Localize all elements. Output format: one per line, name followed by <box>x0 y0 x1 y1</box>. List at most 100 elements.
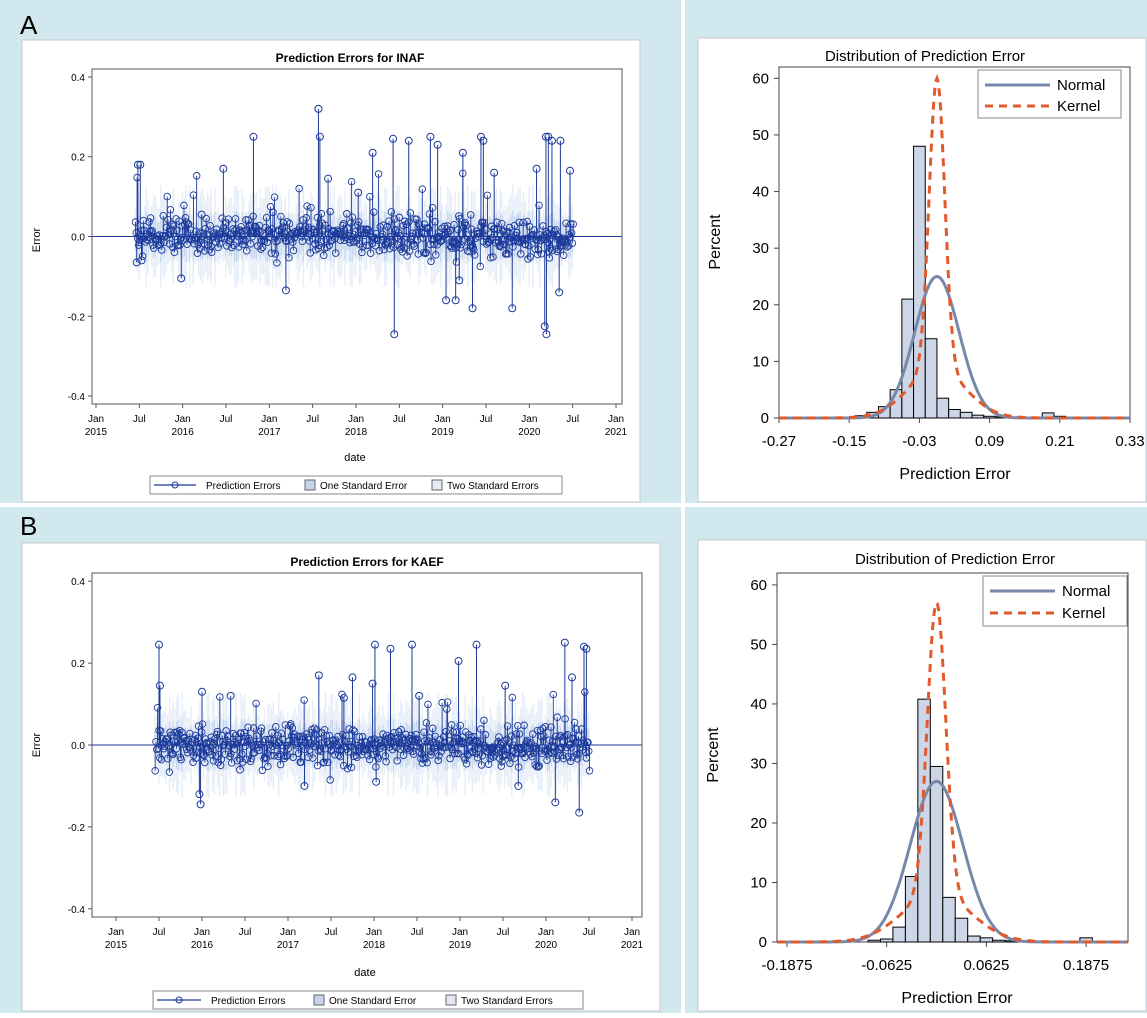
hist1-bar <box>983 415 996 419</box>
ts2-error-point <box>392 743 401 752</box>
hist3-ytick-label: 30 <box>750 755 767 772</box>
ts2-error-point <box>281 721 290 729</box>
ts2-error-point <box>293 739 301 748</box>
ts2-error-point <box>585 747 593 755</box>
ts2-error-point <box>437 747 446 756</box>
hist1-bar <box>948 409 961 419</box>
chart-inaf-legend: Prediction Errors One Standard Error Two… <box>149 475 563 495</box>
ts2-error-point <box>242 755 251 764</box>
ts0-error-point <box>387 208 396 216</box>
ts0-ytick-label: 0.2 <box>71 153 85 164</box>
ts2-error-point <box>427 751 435 759</box>
ts2-error-point-large <box>339 693 348 702</box>
ts2-error-point <box>303 734 312 742</box>
ts2-ytick-label: -0.2 <box>68 823 86 834</box>
legend-one-se-label: One Standard Error <box>320 481 408 492</box>
ts2-error-point <box>399 751 408 760</box>
ts0-error-point-large <box>137 256 146 265</box>
ts0-error-point <box>559 251 568 259</box>
ts0-error-point-large <box>389 134 398 143</box>
hist3-bars <box>867 698 1093 943</box>
ts2-error-point <box>222 727 230 735</box>
legend-kaef-prediction-errors-marker <box>175 996 183 1004</box>
ts2-error-point <box>289 753 297 762</box>
ts0-error-point <box>283 218 291 226</box>
ts0-error-point-large <box>532 164 541 173</box>
ts2-error-point <box>450 738 458 747</box>
ts0-xtick-label: Jul <box>133 414 146 425</box>
ts0-error-point <box>379 221 388 229</box>
chart-inaf-legend-box <box>149 475 563 495</box>
hist3-bar <box>892 926 906 943</box>
ts2-error-point <box>167 749 176 757</box>
hist1-ytick-label: 50 <box>752 127 769 144</box>
ts2-xtick-label: Jan <box>538 927 554 938</box>
ts0-ytick-label: -0.2 <box>68 312 86 323</box>
ts2-error-point <box>175 726 184 735</box>
ts0-error-point <box>503 227 512 236</box>
ts0-error-point <box>320 251 328 260</box>
ts0-error-point <box>147 228 156 236</box>
ts2-error-point <box>253 731 261 740</box>
ts0-error-point <box>390 215 399 223</box>
ts2-error-point <box>257 724 266 732</box>
ts0-error-point-large <box>197 210 206 219</box>
ts0-xtick-label: Jan <box>435 414 451 425</box>
ts2-error-point <box>287 720 295 728</box>
ts2-error-point <box>535 762 543 770</box>
ts2-error-point <box>209 757 218 765</box>
ts0-error-point <box>347 219 355 227</box>
ts2-error-point-large <box>226 691 235 700</box>
ts2-error-point <box>212 752 220 760</box>
ts2-error-point <box>298 732 307 740</box>
ts2-xtick-label: Jan <box>452 927 468 938</box>
ts0-error-point <box>263 238 272 246</box>
ts2-error-point <box>272 723 280 731</box>
ts0-error-point <box>242 246 251 255</box>
ts0-xtick-year: 2021 <box>605 427 628 438</box>
legend-two-se-label: Two Standard Errors <box>447 481 539 492</box>
ts2-error-point <box>268 742 277 750</box>
hist3-ytick-label: 60 <box>750 577 767 594</box>
ts0-error-point-large <box>479 136 488 145</box>
chart-kaef-legend-box <box>152 990 584 1010</box>
ts2-error-point-large <box>235 765 244 774</box>
ts0-error-point <box>323 243 331 252</box>
ts0-error-point <box>161 233 169 241</box>
ts2-error-point <box>270 752 278 760</box>
ts0-error-point-large <box>404 136 413 145</box>
ts2-xtick-year: 2019 <box>449 940 472 951</box>
chart-inaf-dist-xlabel: Prediction Error <box>899 466 1011 483</box>
ts0-error-point <box>362 241 371 250</box>
ts2-error-point <box>553 713 561 721</box>
ts2-error-point <box>406 737 415 745</box>
ts2-error-point <box>250 748 259 757</box>
ts2-error-point-large <box>501 681 510 690</box>
ts2-error-point <box>382 757 390 766</box>
ts2-xtick-year: 2021 <box>621 940 644 951</box>
ts0-error-point <box>200 239 208 248</box>
ts0-ytick-label: -0.4 <box>68 392 86 403</box>
legend-prediction-errors-marker <box>171 481 179 489</box>
ts2-error-point <box>405 746 413 755</box>
ts0-error-point-large <box>281 286 290 295</box>
hist1-bar <box>913 145 926 419</box>
ts2-error-point <box>374 754 383 763</box>
hist3-bar <box>979 937 994 943</box>
ts0-error-point <box>422 248 430 257</box>
ts0-error-point <box>446 226 454 235</box>
ts2-error-point <box>530 742 539 750</box>
ts0-xtick-label: Jul <box>306 414 319 425</box>
ts0-error-point <box>306 249 315 257</box>
ts0-error-point <box>325 241 334 250</box>
ts0-error-point <box>476 262 485 271</box>
ts2-error-point <box>278 741 286 750</box>
chart-kaef-dist-legend: Normal Kernel <box>982 575 1128 627</box>
chart-kaef-dist-ylabel: Percent <box>705 727 722 783</box>
ts2-error-point <box>424 737 433 745</box>
ts0-xtick-label: Jul <box>566 414 579 425</box>
ts2-error-point <box>462 760 471 768</box>
chart-kaef-legend: Prediction Errors One Standard Error Two… <box>152 990 584 1010</box>
chart-inaf-ylabel: Error <box>31 227 43 252</box>
ts2-error-point <box>169 750 178 759</box>
